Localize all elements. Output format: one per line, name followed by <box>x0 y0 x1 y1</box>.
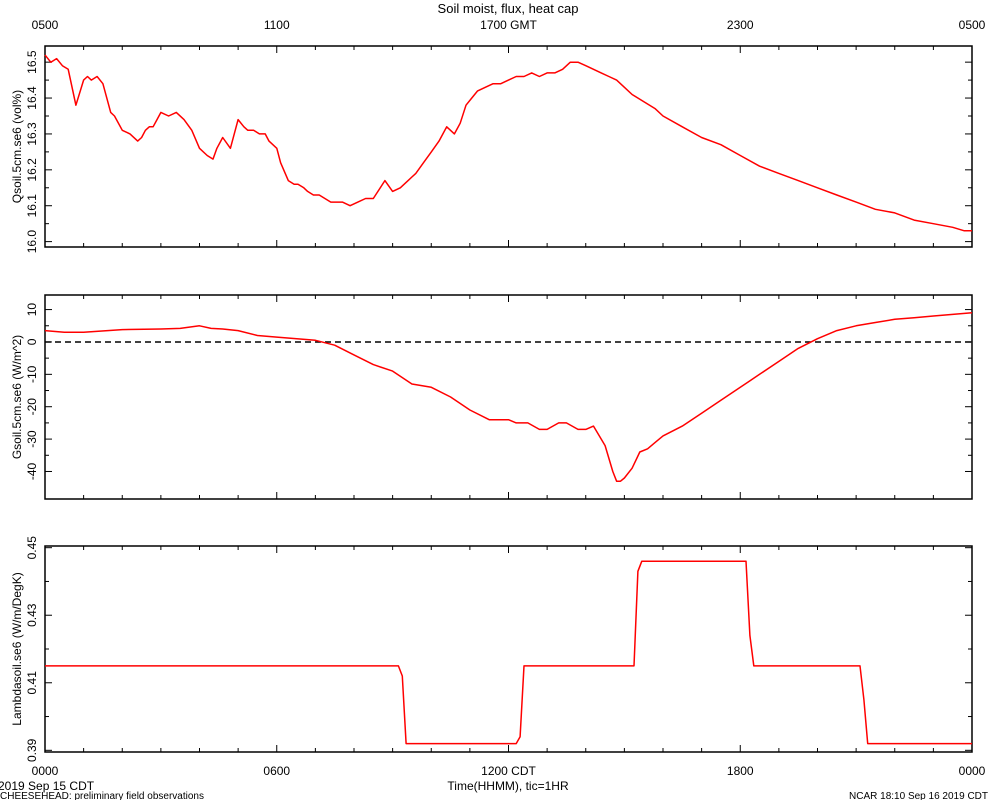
top-tick-label: 1700 GMT <box>480 18 537 32</box>
lambdasoil-ytick-label: 0.39 <box>25 738 39 762</box>
qsoil-ytick-label: 16.3 <box>25 122 39 146</box>
footer-credit: NCAR 18:10 Sep 16 2019 CDT <box>849 791 988 800</box>
gsoil-frame <box>44 294 973 500</box>
lambdasoil-ylabel: Lambdasoil.se6 (W/m/DegK) <box>10 572 24 725</box>
qsoil-panel: 16.0 16.1 16.2 16.3 16.4 16.5 Qsoil.5cm.se6 (v… <box>10 45 973 254</box>
gsoil-series-line <box>44 312 973 482</box>
top-axis-gmt-labels: 0500 1100 1700 GMT 2300 0500 <box>32 18 986 32</box>
qsoil-ytick-label: 16.4 <box>25 86 39 110</box>
qsoil-series-line <box>44 54 972 232</box>
top-tick-label: 0500 <box>959 18 986 32</box>
footer-note: CHEESEHEAD: preliminary field observatio… <box>0 791 204 800</box>
bottom-tick-label: 0600 <box>263 764 290 778</box>
gsoil-ytick-label: -10 <box>25 365 39 383</box>
gsoil-ytick-label: 0 <box>25 338 39 345</box>
bottom-tick-label: 1200 CDT <box>481 764 536 778</box>
qsoil-ylabel: Qsoil.5cm.se6 (vol%) <box>10 90 24 203</box>
footer-date: 2019 Sep 15 CDT <box>0 779 95 793</box>
gsoil-ytick-label: -40 <box>25 462 39 480</box>
figure-title: Soil moist, flux, heat cap <box>438 1 579 16</box>
chart-panels: 16.0 16.1 16.2 16.3 16.4 16.5 Qsoil.5cm.se6 (v… <box>10 45 973 762</box>
bottom-tick-label: 0000 <box>32 764 59 778</box>
bottom-axis-cdt-labels: 0000 0600 1200 CDT 1800 0000 <box>32 764 986 778</box>
gsoil-ytick-label: -20 <box>25 398 39 416</box>
lambdasoil-ytick-label: 0.45 <box>25 536 39 560</box>
top-tick-label: 2300 <box>727 18 754 32</box>
qsoil-frame <box>44 45 973 248</box>
gsoil-ytick-label: -30 <box>25 430 39 448</box>
lambdasoil-ytick-label: 0.43 <box>25 603 39 627</box>
qsoil-ytick-label: 16.5 <box>25 50 39 74</box>
top-tick-label: 1100 <box>264 18 290 32</box>
bottom-tick-label: 1800 <box>727 764 754 778</box>
bottom-tick-label: 0000 <box>959 764 986 778</box>
lambdasoil-ytick-label: 0.41 <box>25 671 39 695</box>
x-axis-label: Time(HHMM), tic=1HR <box>447 779 569 793</box>
lambdasoil-frame <box>44 545 973 753</box>
gsoil-ytick-label: 10 <box>25 303 39 317</box>
gsoil-ylabel: Gsoil.5cm.se6 (W/m^2) <box>10 335 24 459</box>
qsoil-ytick-label: 16.1 <box>25 194 39 218</box>
qsoil-ytick-label: 16.0 <box>25 230 39 254</box>
qsoil-ytick-label: 16.2 <box>25 158 39 182</box>
lambdasoil-series-line <box>45 560 972 745</box>
top-tick-label: 0500 <box>32 18 59 32</box>
